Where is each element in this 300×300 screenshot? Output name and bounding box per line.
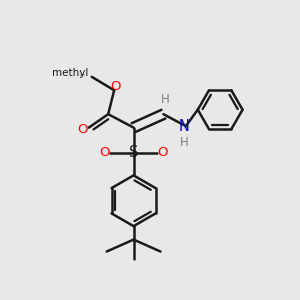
Text: O: O — [77, 123, 88, 136]
Text: methoxy: methoxy — [80, 75, 86, 76]
Text: methyl: methyl — [52, 68, 89, 78]
Text: O: O — [110, 80, 121, 93]
Text: H: H — [160, 93, 169, 106]
Text: H: H — [180, 136, 189, 149]
Text: methyl: methyl — [81, 74, 86, 75]
Text: O: O — [158, 146, 168, 159]
Text: O: O — [99, 146, 110, 159]
Text: S: S — [129, 146, 138, 160]
Text: N: N — [179, 118, 190, 134]
